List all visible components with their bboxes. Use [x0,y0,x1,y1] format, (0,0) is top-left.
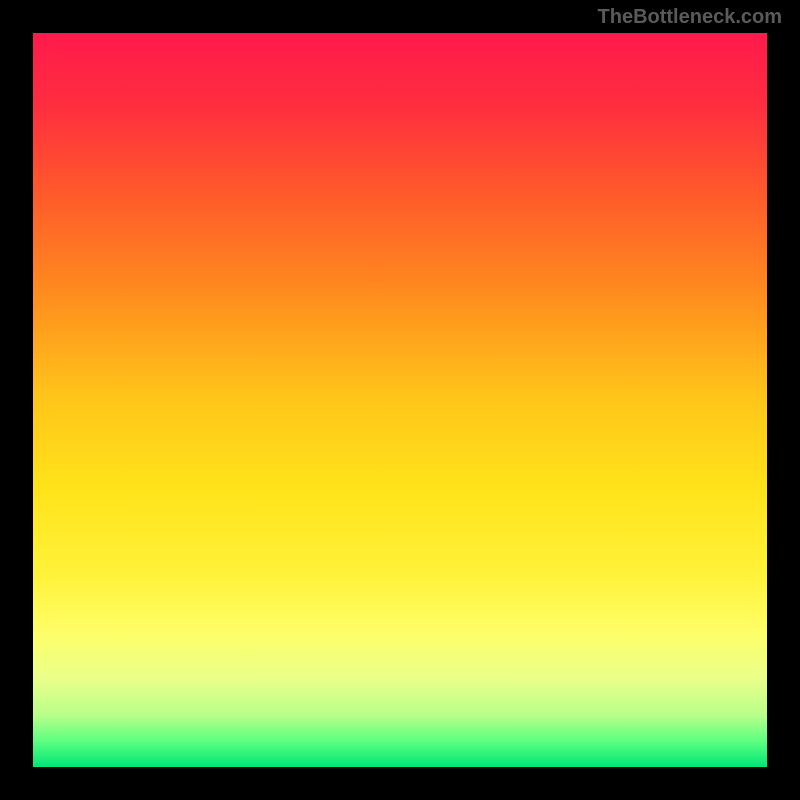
chart-area [33,33,767,767]
watermark-text: TheBottleneck.com [598,6,782,29]
chart-svg [33,33,333,183]
